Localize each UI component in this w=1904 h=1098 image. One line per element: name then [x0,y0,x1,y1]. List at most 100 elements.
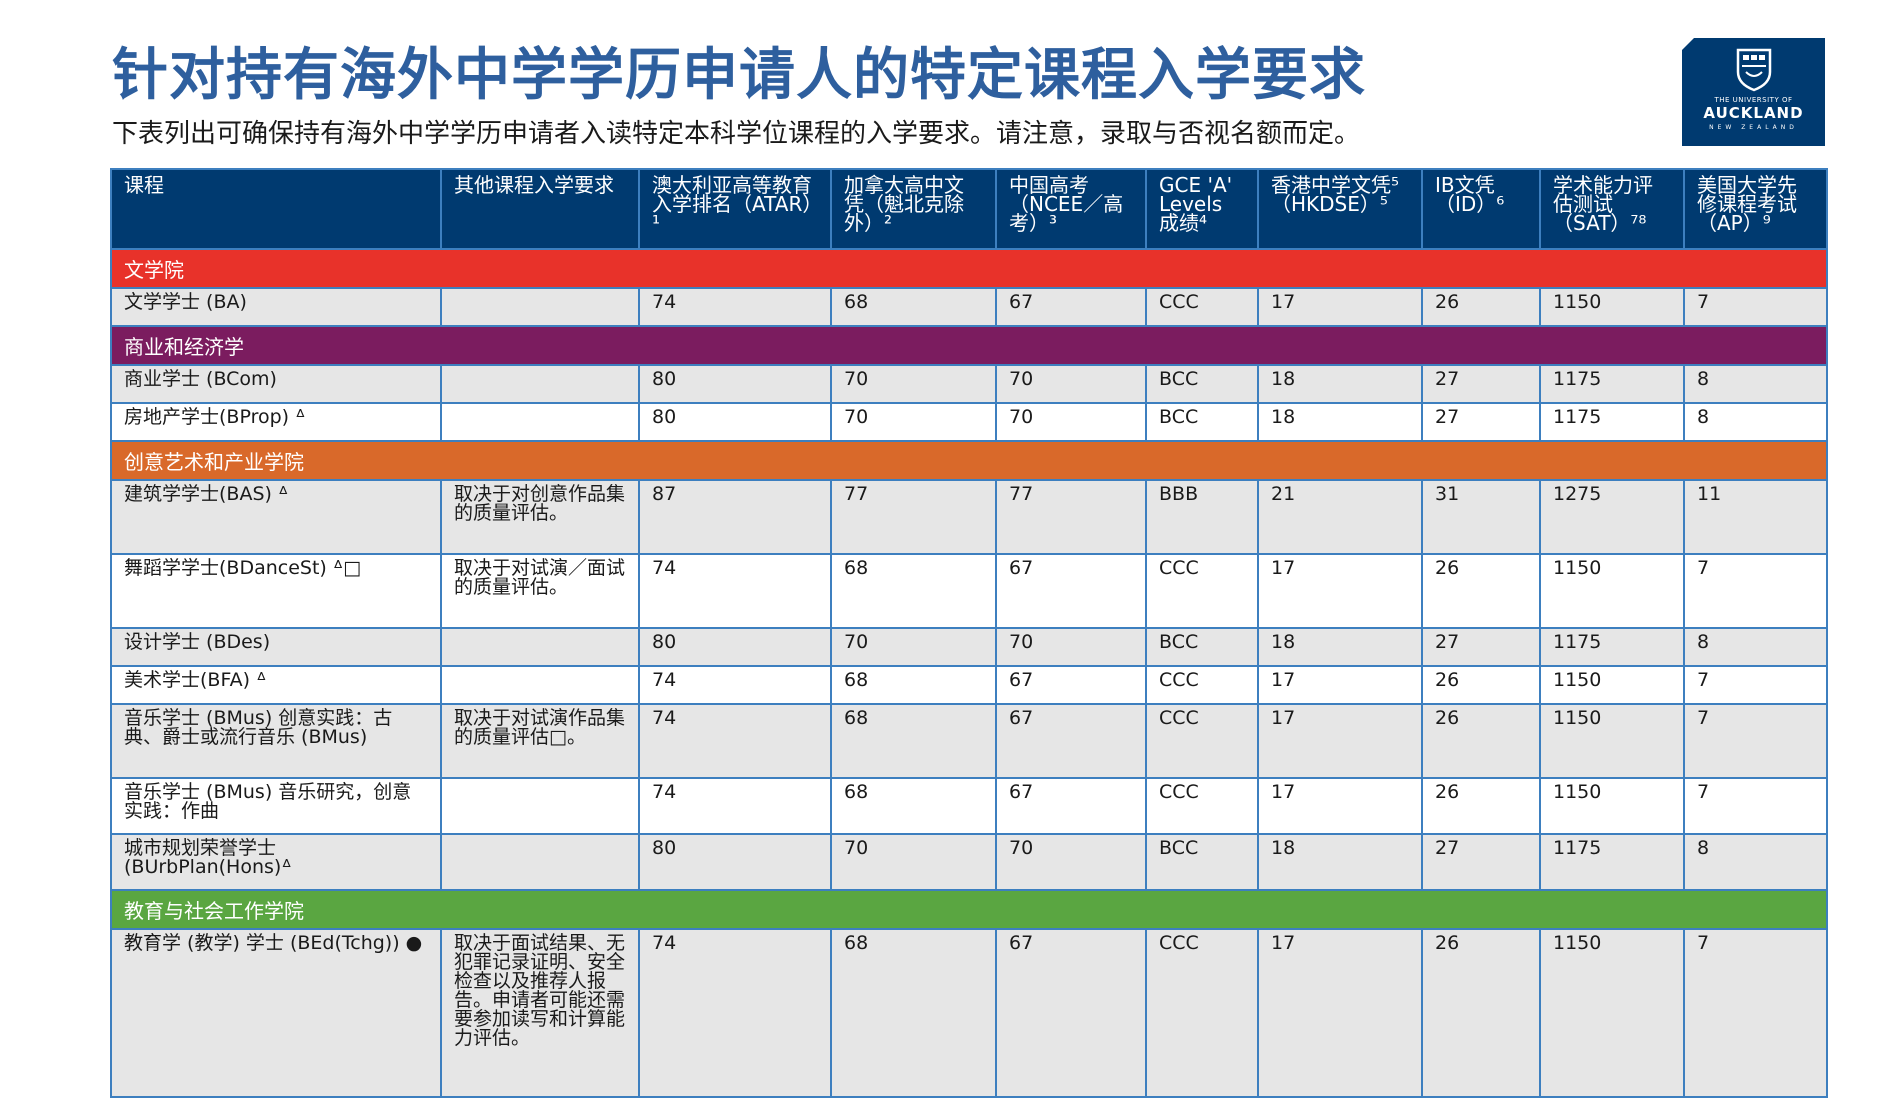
hkdse-cell: 21 [1257,479,1423,555]
atar-cell: 80 [638,402,832,442]
logo-line1: THE UNIVERSITY OF [1714,96,1793,104]
header-gce: GCE 'A' Levels 成绩⁴ [1145,168,1259,250]
ncee-cell: 67 [995,703,1147,779]
atar-cell: 87 [638,479,832,555]
other-req-cell [440,665,640,705]
gce-cell: BCC [1145,364,1259,404]
section-row-arts: 文学院 [110,248,1828,289]
gce-cell: CCC [1145,928,1259,1098]
gce-cell: CCC [1145,665,1259,705]
ib-cell: 27 [1421,402,1541,442]
canada-cell: 70 [830,402,997,442]
crest-icon [1736,48,1772,92]
section-row-business: 商业和经济学 [110,325,1828,366]
hkdse-cell: 17 [1257,928,1423,1098]
canada-cell: 68 [830,703,997,779]
ncee-cell: 77 [995,479,1147,555]
ib-cell: 27 [1421,627,1541,667]
sat-cell: 1150 [1539,553,1685,629]
table-row: 商业学士 (BCom) 80 70 70 BCC 18 27 1175 8 [110,364,1828,404]
sat-cell: 1175 [1539,364,1685,404]
other-req-cell [440,777,640,835]
course-cell: 音乐学士 (BMus) 创意实践：古典、爵士或流行音乐 (BMus) [110,703,442,779]
ncee-cell: 70 [995,364,1147,404]
hkdse-cell: 17 [1257,665,1423,705]
ap-cell: 7 [1683,553,1828,629]
other-req-cell [440,402,640,442]
header-hkdse: 香港中学文凭⁵（HKDSE）⁵ [1257,168,1423,250]
table-row: 舞蹈学学士(BDanceSt) ᐞ□ 取决于对试演／面试的质量评估。 74 68 67 C… [110,553,1828,629]
course-cell: 建筑学学士(BAS) ᐞ [110,479,442,555]
gce-cell: CCC [1145,287,1259,327]
atar-cell: 74 [638,703,832,779]
gce-cell: BCC [1145,402,1259,442]
ib-cell: 27 [1421,364,1541,404]
course-cell: 设计学士 (BDes) [110,627,442,667]
canada-cell: 68 [830,665,997,705]
table-row: 音乐学士 (BMus) 音乐研究，创意实践：作曲 74 68 67 CCC 17 26 115… [110,777,1828,835]
other-req-cell: 取决于面试结果、无犯罪记录证明、安全检查以及推荐人报告。申请者可能还需要参加读写… [440,928,640,1098]
course-cell: 商业学士 (BCom) [110,364,442,404]
header-sat: 学术能力评估测试（SAT）⁷⁸ [1539,168,1685,250]
sat-cell: 1275 [1539,479,1685,555]
other-req-cell [440,627,640,667]
header-ncee: 中国高考（NCEE／高考）³ [995,168,1147,250]
page-subtitle: 下表列出可确保持有海外中学学历申请者入读特定本科学位课程的入学要求。请注意，录取… [112,119,1361,149]
table-row: 美术学士(BFA) ᐞ 74 68 67 CCC 17 26 1150 7 [110,665,1828,705]
header-atar: 澳大利亚高等教育入学排名（ATAR）¹ [638,168,832,250]
ap-cell: 7 [1683,665,1828,705]
requirements-table: 课程 其他课程入学要求 澳大利亚高等教育入学排名（ATAR）¹ 加拿大高中文凭（… [110,168,1828,1098]
logo-line2: AUCKLAND [1703,104,1804,122]
ib-cell: 26 [1421,703,1541,779]
canada-cell: 70 [830,833,997,891]
ap-cell: 8 [1683,627,1828,667]
table-row: 文学学士 (BA) 74 68 67 CCC 17 26 1150 7 [110,287,1828,327]
canada-cell: 68 [830,553,997,629]
course-cell: 教育学 (教学) 学士 (BEd(Tchg)) ● [110,928,442,1098]
ncee-cell: 67 [995,287,1147,327]
sat-cell: 1150 [1539,777,1685,835]
ncee-cell: 67 [995,665,1147,705]
table-body: 文学院 文学学士 (BA) 74 68 67 CCC 17 26 1150 7 商业和经济学 商… [110,248,1828,1098]
section-title: 教育与社会工作学院 [110,889,1828,930]
ncee-cell: 67 [995,928,1147,1098]
ap-cell: 7 [1683,777,1828,835]
other-req-cell [440,287,640,327]
atar-cell: 80 [638,627,832,667]
section-row-creative: 创意艺术和产业学院 [110,440,1828,481]
ap-cell: 8 [1683,364,1828,404]
table-row: 房地产学士(BProp) ᐞ 80 70 70 BCC 18 27 1175 8 [110,402,1828,442]
ap-cell: 11 [1683,479,1828,555]
ncee-cell: 70 [995,627,1147,667]
section-title: 创意艺术和产业学院 [110,440,1828,481]
ap-cell: 7 [1683,703,1828,779]
ib-cell: 31 [1421,479,1541,555]
ncee-cell: 70 [995,402,1147,442]
sat-cell: 1150 [1539,703,1685,779]
header-canada: 加拿大高中文凭（魁北克除外）² [830,168,997,250]
table-row: 设计学士 (BDes) 80 70 70 BCC 18 27 1175 8 [110,627,1828,667]
university-logo: THE UNIVERSITY OF AUCKLAND NEW ZEALAND [1682,38,1825,146]
ib-cell: 26 [1421,777,1541,835]
atar-cell: 74 [638,287,832,327]
ncee-cell: 67 [995,777,1147,835]
other-req-cell [440,833,640,891]
page-title: 针对持有海外中学学历申请人的特定课程入学要求 [112,43,1366,108]
gce-cell: BCC [1145,833,1259,891]
hkdse-cell: 17 [1257,777,1423,835]
table-row: 教育学 (教学) 学士 (BEd(Tchg)) ● 取决于面试结果、无犯罪记录证明… [110,928,1828,1098]
course-cell: 美术学士(BFA) ᐞ [110,665,442,705]
atar-cell: 74 [638,553,832,629]
ap-cell: 8 [1683,402,1828,442]
sat-cell: 1175 [1539,833,1685,891]
sat-cell: 1150 [1539,665,1685,705]
ib-cell: 26 [1421,665,1541,705]
atar-cell: 74 [638,928,832,1098]
hkdse-cell: 18 [1257,364,1423,404]
table-header-row: 课程 其他课程入学要求 澳大利亚高等教育入学排名（ATAR）¹ 加拿大高中文凭（… [110,168,1828,250]
ib-cell: 26 [1421,287,1541,327]
other-req-cell [440,364,640,404]
hkdse-cell: 18 [1257,402,1423,442]
atar-cell: 80 [638,833,832,891]
atar-cell: 74 [638,777,832,835]
